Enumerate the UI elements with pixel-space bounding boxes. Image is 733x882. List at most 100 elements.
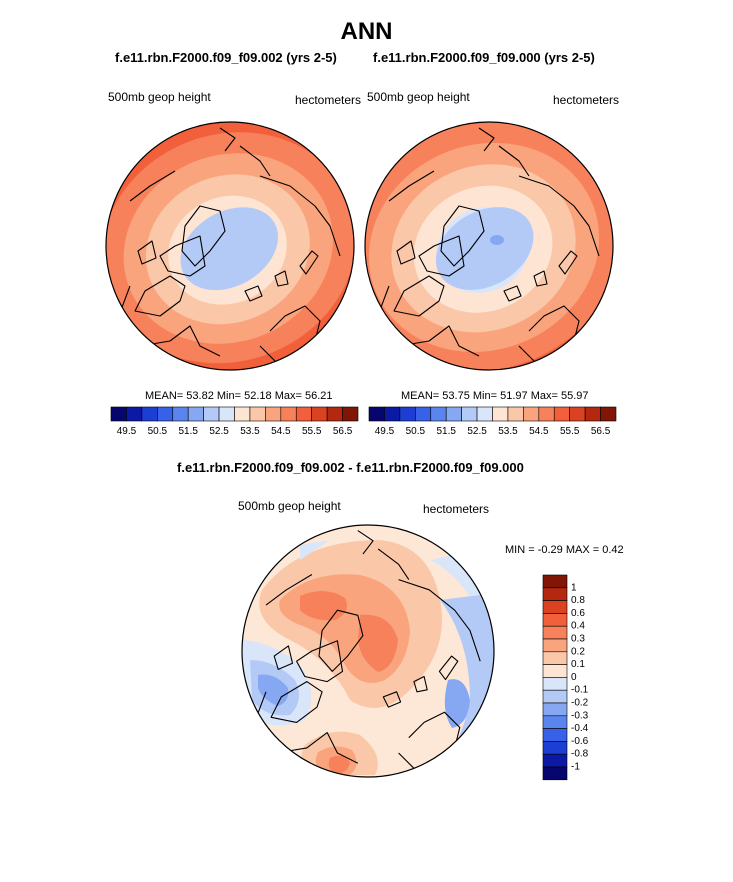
difference-coastline bbox=[296, 640, 344, 683]
left-max-value: 56.21 bbox=[304, 390, 333, 402]
right-colorbar-tick-label: 55.5 bbox=[560, 426, 580, 437]
main-title: ANN bbox=[340, 18, 393, 45]
difference-colorbar-cell bbox=[542, 753, 568, 768]
right-colorbar-tick-label: 49.5 bbox=[375, 426, 395, 437]
left-colorbar-cell bbox=[234, 406, 251, 422]
left-colorbar-tick-label: 56.5 bbox=[333, 426, 353, 437]
right-min-value: 51.97 bbox=[500, 390, 528, 402]
difference-contour-region bbox=[444, 679, 470, 728]
left-mean-value: 53.82 bbox=[186, 390, 214, 402]
right-low-core bbox=[490, 235, 504, 245]
right-colorbar-cell bbox=[523, 406, 540, 422]
right-colorbar-cell bbox=[584, 406, 601, 422]
right-colorbar-cell bbox=[538, 406, 555, 422]
difference-colorbar-cell bbox=[542, 664, 568, 678]
left-panel-units-label: hectometers bbox=[295, 93, 362, 107]
difference-colorbar-tick-label: 0.2 bbox=[571, 646, 585, 657]
right-colorbar-cell bbox=[492, 406, 509, 422]
right-coastline bbox=[503, 285, 522, 302]
difference-colorbar-cell bbox=[542, 587, 568, 601]
right-mean-label: MEAN= bbox=[401, 390, 440, 402]
left-max-label: Max= bbox=[274, 390, 302, 402]
left-colorbar-tick-label: 49.5 bbox=[117, 426, 137, 437]
left-colorbar-cell bbox=[172, 406, 189, 422]
right-colorbar-tick-label: 53.5 bbox=[498, 426, 518, 437]
right-coastline bbox=[558, 250, 578, 275]
left-coastline bbox=[129, 170, 176, 202]
diff-max-value: 0.42 bbox=[602, 544, 624, 556]
left-panel-stats: MEAN= 53.82 Min= 52.18 Max= 56.21 bbox=[145, 390, 333, 402]
right-coastline bbox=[388, 170, 435, 202]
difference-colorbar-tick-label: 0.3 bbox=[571, 634, 585, 645]
difference-contour-region bbox=[328, 755, 350, 774]
difference-colorbar-cell bbox=[542, 677, 568, 691]
right-colorbar-cell bbox=[384, 406, 401, 422]
left-colorbar-cell bbox=[157, 406, 174, 422]
difference-coastline bbox=[413, 675, 428, 693]
diff-panel-variable-label: 500mb geop height bbox=[238, 499, 341, 513]
left-coastline bbox=[239, 145, 271, 177]
diff-panel-title: f.e11.rbn.F2000.f09_f09.002 - f.e11.rbn.… bbox=[177, 460, 524, 475]
difference-coastline bbox=[270, 681, 323, 723]
right-colorbar-tick-label: 50.5 bbox=[406, 426, 426, 437]
left-colorbar-cell bbox=[326, 406, 343, 422]
difference-colorbar-tick-label: 0.8 bbox=[571, 595, 585, 606]
difference-colorbar-cell bbox=[542, 600, 568, 614]
difference-colorbar-tick-label: -0.4 bbox=[571, 723, 589, 734]
right-colorbar: 49.5 50.5 51.5 52.5 53.5 54.5 55.5 56.5 bbox=[368, 406, 617, 437]
right-panel-units-label: hectometers bbox=[553, 93, 620, 107]
difference-colorbar-tick-label: -0.1 bbox=[571, 685, 589, 696]
right-colorbar-cell bbox=[569, 406, 586, 422]
difference-polar-map bbox=[241, 524, 495, 778]
difference-colorbar-tick-label: -1 bbox=[571, 762, 580, 773]
left-panel-variable-label: 500mb geop height bbox=[108, 90, 211, 104]
right-colorbar-cell bbox=[476, 406, 493, 422]
difference-colorbar-cell bbox=[542, 728, 568, 742]
left-coastline bbox=[219, 127, 236, 152]
difference-contour-region bbox=[440, 590, 494, 760]
left-colorbar-tick-label: 53.5 bbox=[240, 426, 260, 437]
left-coastline bbox=[299, 250, 319, 275]
difference-coastline bbox=[265, 574, 313, 606]
difference-colorbar-tick-label: -0.8 bbox=[571, 749, 589, 760]
left-colorbar-cell bbox=[249, 406, 266, 422]
left-mean-label: MEAN= bbox=[145, 390, 184, 402]
difference-coastline bbox=[357, 530, 374, 555]
left-coastline bbox=[274, 270, 289, 287]
right-colorbar-cell bbox=[553, 406, 570, 422]
difference-map-boundary bbox=[241, 524, 495, 778]
left-colorbar-tick-label: 50.5 bbox=[148, 426, 168, 437]
difference-colorbar-tick-label: 1 bbox=[571, 582, 577, 593]
difference-colorbar-tick-label: -0.6 bbox=[571, 736, 589, 747]
left-coastline bbox=[159, 235, 206, 277]
difference-contour-region bbox=[300, 540, 330, 560]
left-colorbar-tick-label: 55.5 bbox=[302, 426, 322, 437]
difference-colorbar-tick-label: 0.6 bbox=[571, 608, 585, 619]
left-colorbar-cell bbox=[280, 406, 297, 422]
difference-colorbar-cell bbox=[542, 574, 568, 589]
right-max-value: 55.97 bbox=[560, 390, 589, 402]
left-colorbar-tick-label: 51.5 bbox=[178, 426, 198, 437]
right-mean-value: 53.75 bbox=[442, 390, 470, 402]
right-colorbar-tick-label: 52.5 bbox=[467, 426, 487, 437]
right-coastline bbox=[440, 205, 485, 267]
right-colorbar-cell bbox=[507, 406, 524, 422]
difference-colorbar-cell bbox=[542, 689, 568, 704]
left-colorbar: 49.5 50.5 51.5 52.5 53.5 54.5 55.5 56.5 bbox=[110, 406, 359, 437]
right-panel-stats: MEAN= 53.75 Min= 51.97 Max= 55.97 bbox=[401, 390, 589, 402]
right-max-label: Max= bbox=[530, 390, 558, 402]
left-colorbar-cell bbox=[342, 406, 359, 422]
left-colorbar-cell bbox=[311, 406, 328, 422]
right-colorbar-tick-label: 54.5 bbox=[529, 426, 549, 437]
left-min-value: 52.18 bbox=[244, 390, 272, 402]
difference-colorbar-tick-label: -0.3 bbox=[571, 710, 589, 721]
difference-colorbar-tick-label: 0.4 bbox=[571, 621, 585, 632]
left-coastline bbox=[244, 285, 263, 302]
difference-colorbar-cell bbox=[542, 766, 568, 781]
right-min-label: Min= bbox=[472, 390, 498, 402]
difference-colorbar-cell bbox=[542, 638, 568, 653]
difference-colorbar-cell bbox=[542, 625, 568, 640]
right-coastline bbox=[418, 235, 465, 277]
right-colorbar-tick-label: 51.5 bbox=[436, 426, 456, 437]
